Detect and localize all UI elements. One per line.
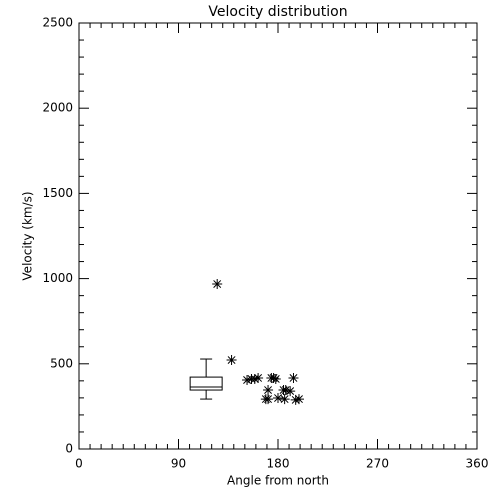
x-axis-label: Angle from north — [227, 474, 329, 488]
point — [268, 372, 279, 383]
point — [263, 394, 274, 405]
point — [242, 374, 253, 385]
y-tick-label: 1500 — [42, 186, 73, 200]
x-tick-label: 360 — [466, 457, 489, 471]
y-axis-label: Velocity (km/s) — [21, 191, 35, 280]
chart-title: Velocity distribution — [208, 4, 347, 20]
point — [249, 373, 260, 384]
y-tick-label: 0 — [65, 442, 73, 456]
point — [273, 393, 283, 404]
x-tick-label: 270 — [366, 457, 389, 471]
point — [226, 355, 237, 366]
box — [189, 376, 223, 391]
y-tick-label: 2000 — [42, 101, 73, 115]
point — [270, 373, 281, 384]
y-tick-label: 2500 — [42, 16, 73, 30]
point — [294, 394, 305, 405]
x-tick-label: 90 — [171, 457, 186, 471]
point — [212, 279, 223, 290]
y-tick-label: 500 — [50, 356, 73, 370]
point — [290, 394, 301, 405]
point — [263, 385, 274, 396]
point — [279, 394, 290, 405]
x-tick-label: 180 — [267, 457, 290, 471]
x-tick-label: 0 — [75, 457, 83, 471]
point — [285, 386, 296, 397]
plot-frame — [78, 22, 478, 450]
point — [280, 385, 291, 396]
point — [288, 372, 299, 383]
y-tick-label: 1000 — [42, 271, 73, 285]
point — [253, 372, 264, 383]
